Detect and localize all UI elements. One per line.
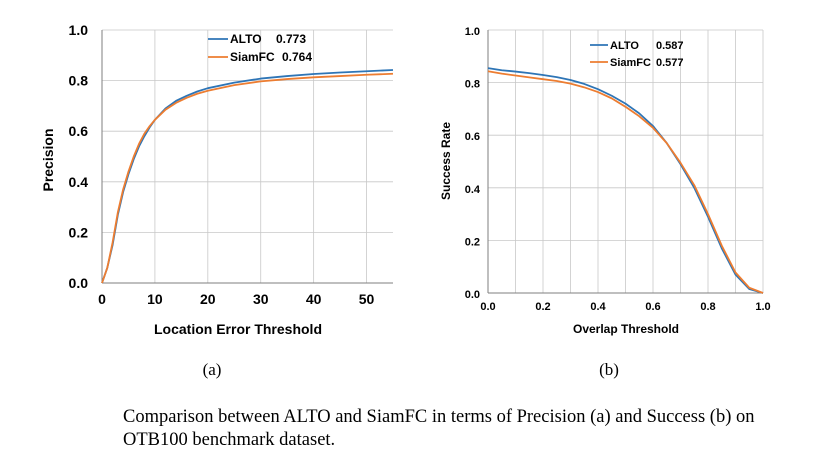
y-tick-label: 0.6 (69, 123, 89, 139)
success-chart: 0.0 0.2 0.4 0.6 0.8 1.0 0.0 0.2 0.4 0.6 0.8 1.0 Ove… (439, 26, 771, 379)
y-axis-title: Precision (40, 128, 56, 191)
y-tick-label: 0.8 (465, 79, 480, 91)
figure-caption: Comparison between ALTO and SiamFC in te… (123, 407, 755, 450)
series-line-siamfc (101, 72, 394, 284)
legend-score-alto: 0.773 (276, 32, 306, 46)
legend-score-alto: 0.587 (656, 40, 684, 52)
x-tick-label: 0.2 (535, 301, 550, 313)
legend-label-siamfc: SiamFC (230, 50, 275, 64)
series-line-siamfc (487, 70, 764, 294)
y-tick-label: 0.0 (69, 275, 89, 291)
legend-label-alto: ALTO (610, 40, 639, 52)
y-tick-label: 0.4 (69, 174, 89, 190)
x-axis-title: Overlap Threshold (573, 322, 679, 336)
subfigure-label-b: (b) (599, 360, 619, 379)
x-tick-label: 1.0 (755, 301, 770, 313)
precision-chart: 0 10 20 30 40 50 0.0 0.2 0.4 0.6 0.8 1.0 Location E… (40, 22, 394, 379)
x-tick-label: 10 (147, 291, 163, 307)
y-tick-label: 0.6 (465, 131, 480, 143)
y-tick-label: 0.8 (69, 73, 89, 89)
y-tick-label: 1.0 (465, 26, 480, 38)
legend: ALTO 0.773 SiamFC 0.764 (208, 32, 312, 64)
x-axis-title: Location Error Threshold (154, 321, 322, 337)
legend: ALTO 0.587 SiamFC 0.577 (590, 40, 684, 69)
x-tick-label: 30 (253, 291, 269, 307)
legend-score-siamfc: 0.577 (656, 57, 684, 69)
legend-label-siamfc: SiamFC (610, 57, 651, 69)
x-tick-label: 0.8 (700, 301, 715, 313)
x-tick-label: 50 (359, 291, 375, 307)
legend-score-siamfc: 0.764 (282, 50, 312, 64)
y-axis-title: Success Rate (439, 122, 453, 200)
y-tick-label: 1.0 (69, 22, 89, 38)
x-tick-label: 0.6 (645, 301, 660, 313)
legend-label-alto: ALTO (230, 32, 262, 46)
x-tick-label: 40 (306, 291, 322, 307)
y-tick-label: 0.2 (465, 236, 480, 248)
y-tick-label: 0.0 (465, 289, 480, 301)
subfigure-label-a: (a) (203, 360, 222, 379)
y-tick-label: 0.2 (69, 224, 89, 240)
series-line-alto (487, 67, 764, 294)
x-tick-label: 20 (200, 291, 216, 307)
x-tick-label: 0 (98, 291, 106, 307)
y-tick-label: 0.4 (465, 184, 481, 196)
x-tick-label: 0.0 (480, 301, 495, 313)
x-tick-label: 0.4 (590, 301, 606, 313)
